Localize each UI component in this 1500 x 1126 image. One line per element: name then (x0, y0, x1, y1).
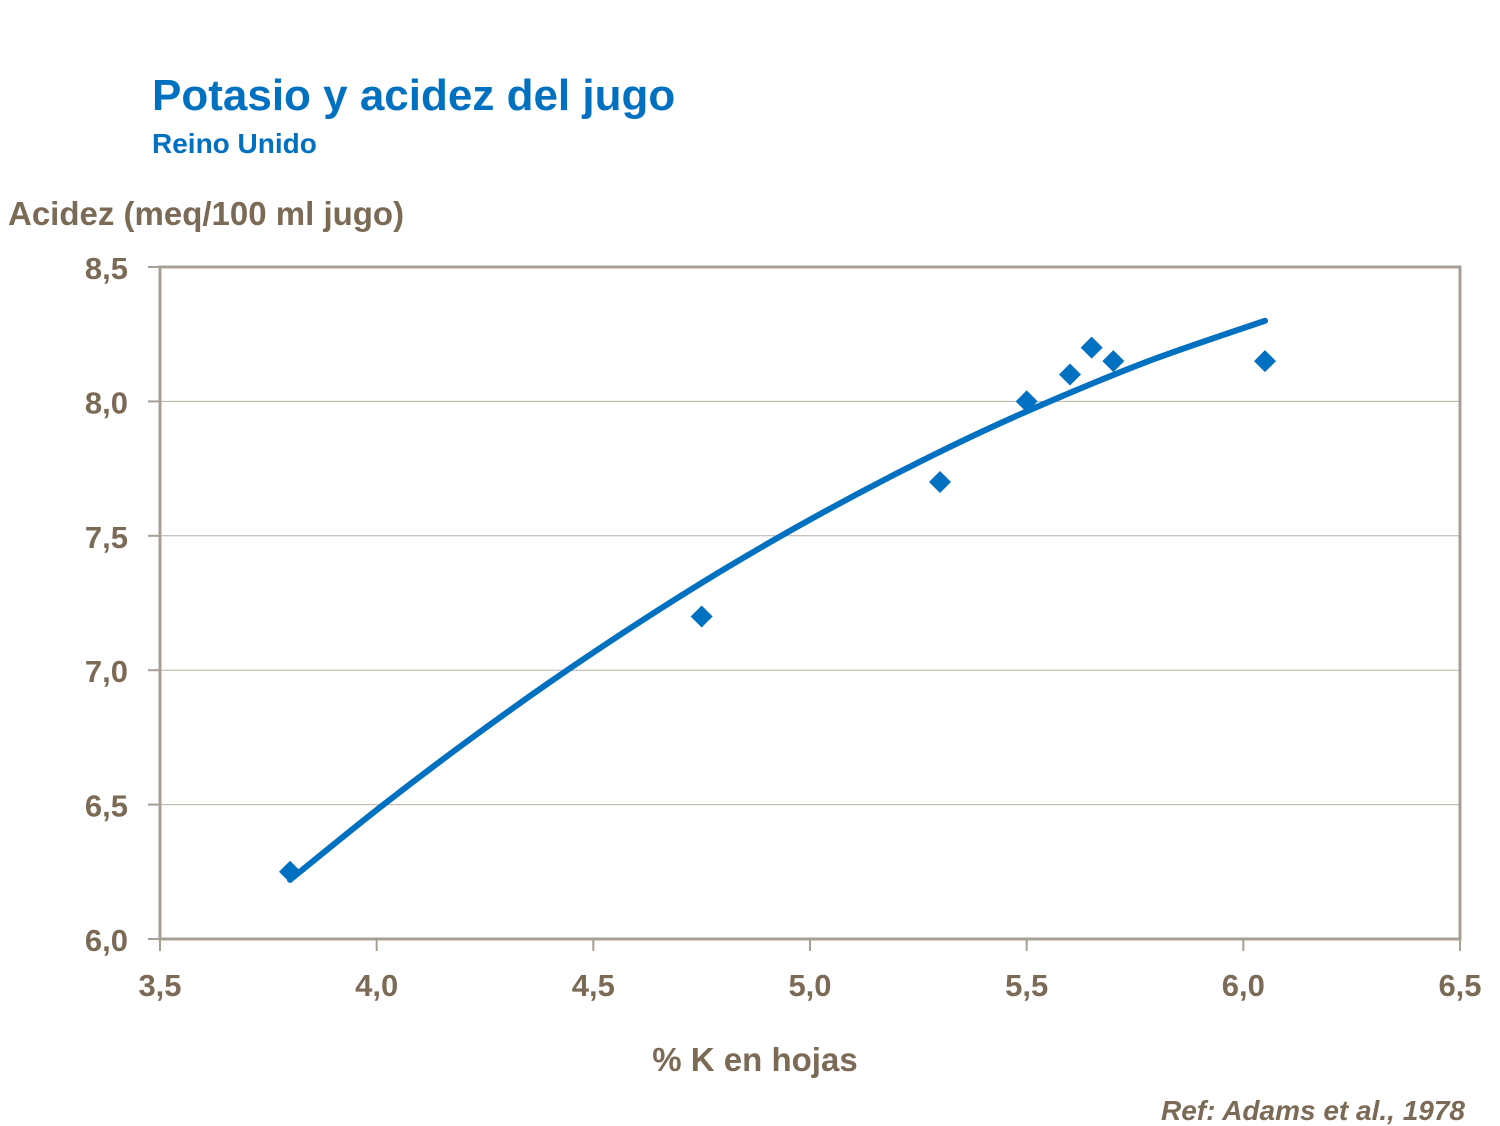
source-note: Ref: Adams et al., 1978 (1161, 1095, 1465, 1126)
y-tick-label: 7,0 (85, 654, 128, 689)
y-tick-label: 8,0 (85, 385, 128, 420)
data-point (1254, 350, 1276, 373)
chart-title: Potasio y acidez del jugo (152, 71, 675, 120)
data-point (279, 860, 301, 883)
data-point (929, 471, 951, 494)
data-point (690, 605, 713, 628)
x-tick-label: 3,5 (138, 968, 181, 1003)
trendline-group (287, 317, 1268, 883)
x-tick-label: 4,5 (572, 968, 615, 1003)
data-point (1080, 336, 1103, 359)
trendline (287, 317, 1268, 883)
x-tick-label: 5,5 (1005, 968, 1048, 1003)
x-axis-label: % K en hojas (652, 1041, 857, 1078)
y-axis-label: Acidez (meq/100 ml jugo) (8, 195, 404, 232)
y-tick-label: 6,0 (85, 923, 128, 958)
y-tick-label: 6,5 (85, 789, 128, 824)
x-tick-label: 6,0 (1222, 968, 1265, 1003)
gridlines (160, 400, 1460, 806)
x-tick-label: 5,0 (788, 968, 831, 1003)
y-tick-label: 8,5 (85, 251, 128, 286)
chart-subtitle: Reino Unido (152, 128, 317, 159)
data-point (1059, 363, 1081, 386)
data-points (279, 336, 1276, 883)
data-point (1102, 350, 1125, 373)
data-point (1015, 390, 1038, 413)
x-tick-label: 4,0 (355, 968, 398, 1003)
y-tick-label: 7,5 (85, 520, 128, 555)
x-tick-label: 6,5 (1438, 968, 1481, 1003)
axis-ticks: 6,0 6,5 7,0 7,5 8,0 8,5 3,5 4,0 4,5 5,0 5,5 6,0 6,5 (85, 251, 1482, 1003)
